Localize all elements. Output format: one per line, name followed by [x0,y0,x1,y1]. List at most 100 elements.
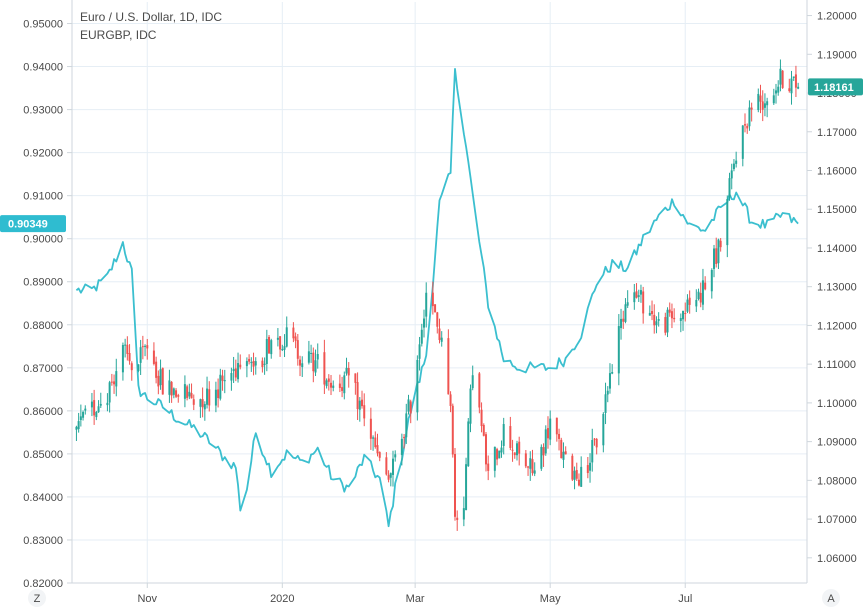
candle[interactable] [188,383,191,400]
candle[interactable] [316,343,319,369]
candle[interactable] [518,436,521,466]
candle[interactable] [527,465,530,476]
scale-mode-left-label[interactable]: Z [34,593,41,605]
candle[interactable] [232,356,235,383]
candle[interactable] [635,283,638,299]
scale-mode-left-bg[interactable] [28,589,46,607]
legend-compare[interactable]: EURGBP, IDC [80,28,157,42]
candle[interactable] [688,290,691,314]
legend-main[interactable]: Euro / U.S. Dollar, 1D, IDC [80,10,222,24]
candle[interactable] [673,308,676,323]
legend[interactable]: Euro / U.S. Dollar, 1D, IDC EURGBP, IDC [80,10,222,42]
candle[interactable] [285,316,288,348]
candle[interactable] [330,375,333,396]
candle[interactable] [498,450,501,459]
candle[interactable] [389,472,392,487]
candle[interactable] [270,338,273,359]
candle[interactable] [423,309,426,338]
candle[interactable] [301,356,304,378]
candle[interactable] [624,298,627,324]
candle[interactable] [564,446,567,455]
candle[interactable] [728,172,731,201]
candle[interactable] [223,369,226,394]
candle[interactable] [651,300,654,321]
candle[interactable] [788,78,791,93]
candle[interactable] [500,440,503,458]
candle[interactable] [794,65,797,98]
candle[interactable] [540,444,543,471]
candle[interactable] [172,387,175,399]
candle[interactable] [604,382,607,425]
candle[interactable] [75,425,78,442]
auto-scale-bg[interactable] [822,589,840,607]
candle[interactable] [416,355,419,421]
candle[interactable] [493,446,496,478]
candle[interactable] [268,335,271,354]
candle[interactable] [560,437,563,459]
candle[interactable] [403,434,406,449]
candle[interactable] [239,354,242,370]
candle[interactable] [199,398,202,418]
candle[interactable] [385,452,388,476]
candle[interactable] [748,100,751,131]
candle[interactable] [146,338,149,360]
candle[interactable] [626,290,629,309]
candle[interactable] [177,393,180,403]
candle[interactable] [292,322,295,343]
candle[interactable] [781,69,784,89]
candle[interactable] [513,452,516,459]
candle[interactable] [595,437,598,455]
candle[interactable] [775,83,778,104]
candle[interactable] [124,338,127,358]
candle[interactable] [777,80,780,96]
candle[interactable] [347,362,350,388]
candle[interactable] [653,304,656,334]
candle[interactable] [763,93,766,117]
candle[interactable] [684,302,687,322]
candle[interactable] [611,364,614,375]
candle[interactable] [307,340,310,365]
candle[interactable] [141,335,144,360]
candle[interactable] [237,352,240,383]
candle[interactable] [332,380,335,392]
candle[interactable] [529,451,532,481]
candle[interactable] [546,416,549,449]
candle[interactable] [418,336,421,371]
candle[interactable] [759,84,762,114]
candle[interactable] [657,312,660,327]
candle[interactable] [524,449,527,469]
candle[interactable] [175,388,178,399]
candle[interactable] [608,363,611,394]
candle[interactable] [730,163,733,190]
candle[interactable] [192,394,195,411]
candle[interactable] [161,367,164,395]
candle[interactable] [577,473,580,487]
scale-mode-left-button[interactable]: Z [28,589,46,607]
candle[interactable] [358,397,361,422]
series-line-eurgbp[interactable] [75,68,799,528]
candle[interactable] [310,344,313,363]
candle[interactable] [152,342,155,366]
candle[interactable] [312,347,315,383]
candle[interactable] [343,371,346,400]
candle[interactable] [562,442,565,469]
candle[interactable] [144,344,147,357]
candle[interactable] [549,410,552,446]
candle[interactable] [234,359,237,382]
candle[interactable] [509,416,512,451]
candle[interactable] [338,374,341,393]
candle[interactable] [580,456,583,487]
candle[interactable] [374,431,377,449]
candle[interactable] [190,383,193,399]
candle[interactable] [409,399,412,424]
candle[interactable] [296,333,299,366]
candle[interactable] [90,392,93,417]
candle[interactable] [586,456,589,479]
candle[interactable] [719,238,722,252]
candle[interactable] [655,316,658,334]
candle[interactable] [542,443,545,467]
candle[interactable] [95,410,98,421]
candle[interactable] [622,310,625,329]
candle[interactable] [363,393,366,427]
candle[interactable] [717,238,720,270]
